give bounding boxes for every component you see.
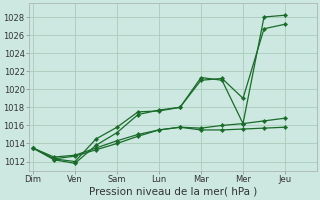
X-axis label: Pression niveau de la mer( hPa ): Pression niveau de la mer( hPa ) xyxy=(89,187,257,197)
